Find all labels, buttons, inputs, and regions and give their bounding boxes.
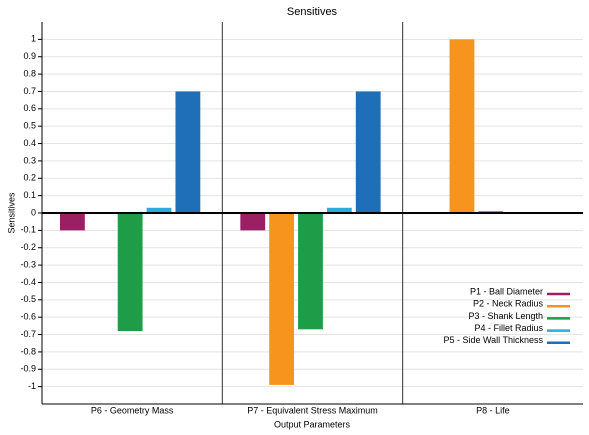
bar bbox=[269, 213, 295, 385]
chart-title: Sensitives bbox=[287, 6, 338, 18]
x-tick-label: P8 - Life bbox=[476, 405, 510, 415]
y-tick-label: 0.4 bbox=[23, 138, 36, 148]
x-tick-label: P6 - Geometry Mass bbox=[91, 405, 174, 415]
legend-label: P5 - Side Wall Thickness bbox=[443, 335, 543, 345]
bar bbox=[449, 39, 475, 214]
x-axis-label: Output Parameters bbox=[274, 419, 351, 429]
bar bbox=[240, 213, 266, 231]
bar bbox=[117, 213, 143, 332]
y-tick-label: 0.2 bbox=[23, 173, 36, 183]
bar bbox=[60, 213, 85, 231]
bar bbox=[175, 91, 201, 213]
bar bbox=[298, 213, 323, 330]
y-tick-label: -0.9 bbox=[20, 364, 36, 374]
y-axis-label: Sensitives bbox=[6, 192, 16, 234]
y-tick-label: 0.1 bbox=[23, 190, 36, 200]
y-tick-label: 0.3 bbox=[23, 155, 36, 165]
y-tick-label: 0.6 bbox=[23, 103, 36, 113]
y-tick-label: 0 bbox=[31, 207, 36, 217]
y-tick-label: 0.7 bbox=[23, 86, 36, 96]
y-tick-label: -0.6 bbox=[20, 312, 36, 322]
y-tick-label: 0.5 bbox=[23, 121, 36, 131]
y-tick-label: -0.4 bbox=[20, 277, 36, 287]
legend-label: P3 - Shank Length bbox=[468, 311, 543, 321]
y-tick-label: -0.5 bbox=[20, 294, 36, 304]
x-tick-label: P7 - Equivalent Stress Maximum bbox=[247, 405, 378, 415]
legend-label: P4 - Fillet Radius bbox=[474, 323, 543, 333]
y-tick-label: -0.8 bbox=[20, 346, 36, 356]
legend-label: P2 - Neck Radius bbox=[473, 299, 544, 309]
y-tick-label: -0.1 bbox=[20, 225, 36, 235]
legend-label: P1 - Ball Diameter bbox=[470, 286, 543, 296]
y-tick-label: 0.8 bbox=[23, 68, 36, 78]
bar bbox=[355, 91, 381, 213]
y-tick-label: -1 bbox=[28, 381, 36, 391]
y-tick-label: 0.9 bbox=[23, 51, 36, 61]
bar bbox=[326, 207, 352, 213]
y-tick-label: -0.3 bbox=[20, 259, 36, 269]
y-tick-label: -0.7 bbox=[20, 329, 36, 339]
bar bbox=[146, 207, 172, 213]
y-tick-label: -0.2 bbox=[20, 242, 36, 252]
y-tick-label: 1 bbox=[31, 34, 36, 44]
